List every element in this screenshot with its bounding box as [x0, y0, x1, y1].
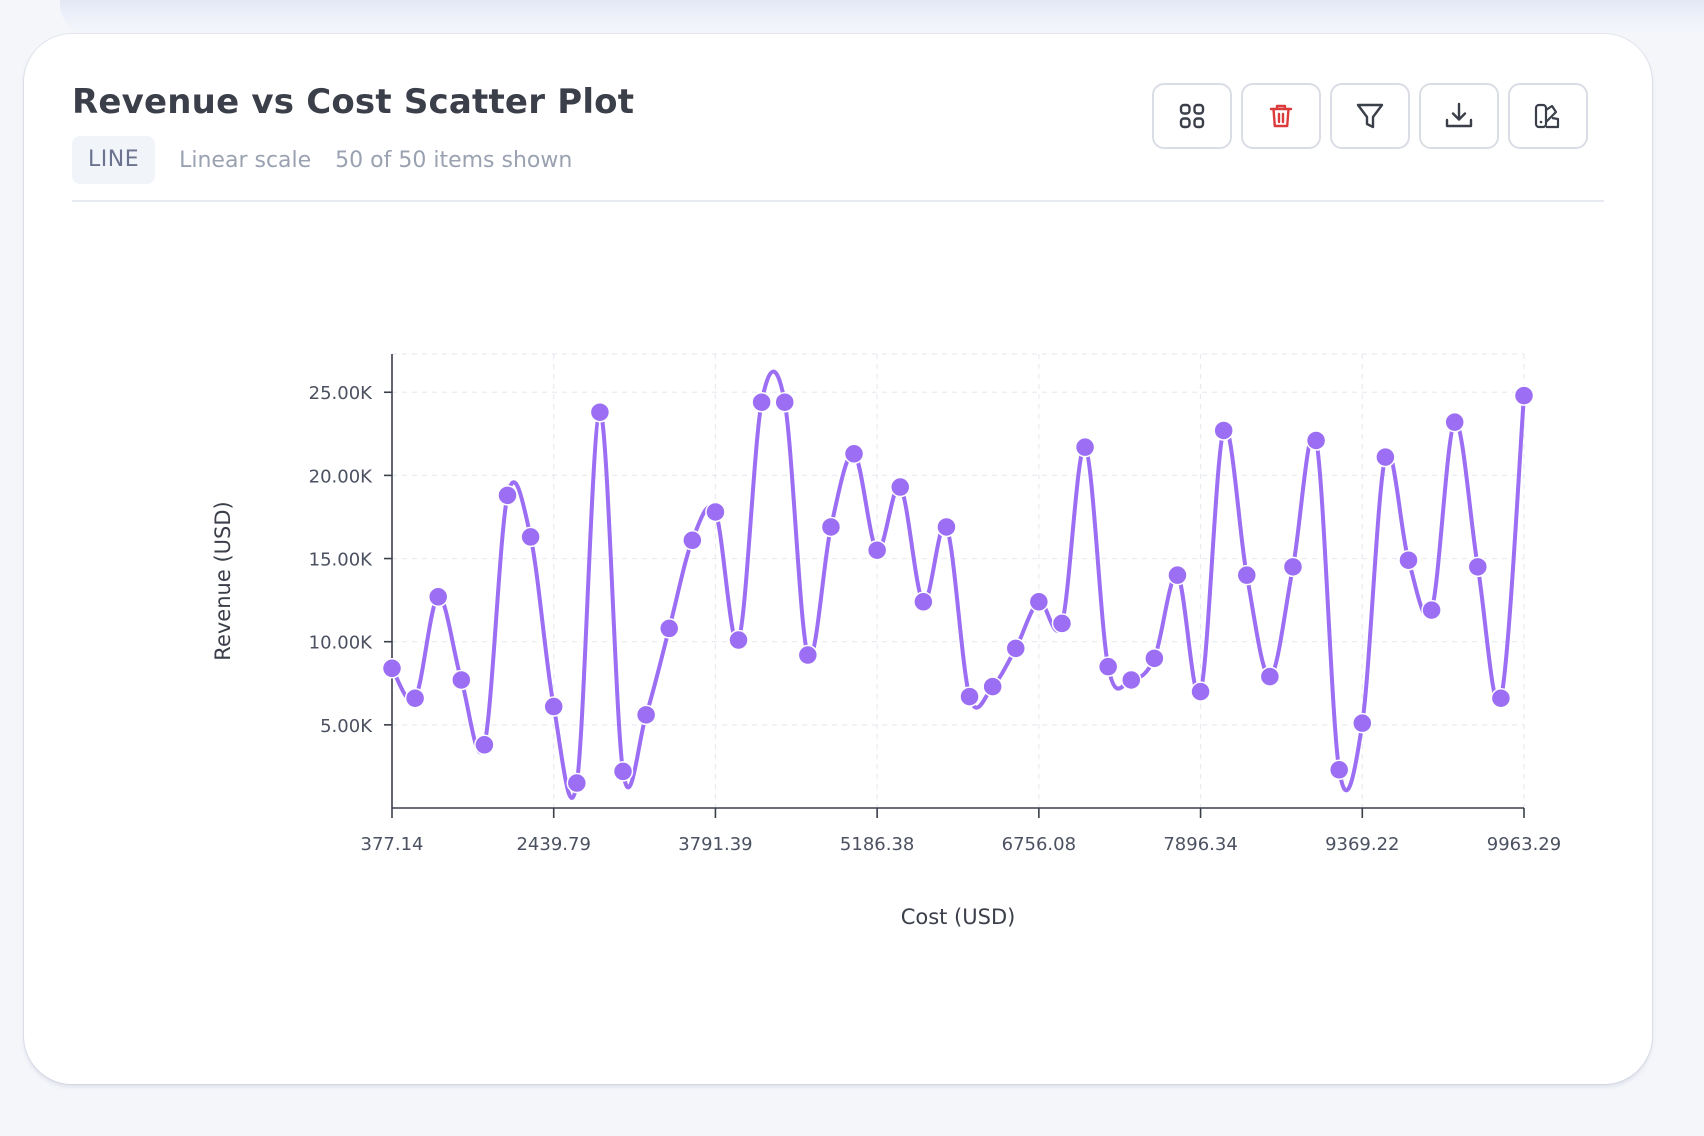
data-point	[705, 501, 726, 523]
data-point	[728, 629, 749, 651]
data-point	[682, 530, 703, 551]
series-line	[390, 369, 1526, 800]
data-point	[1282, 556, 1304, 578]
chart-type-badge: LINE	[72, 136, 156, 184]
filter-icon	[1356, 103, 1384, 129]
chart-axes	[384, 354, 1525, 818]
data-point	[1398, 549, 1419, 571]
data-point	[982, 676, 1003, 697]
data-point	[1513, 385, 1535, 406]
data-point	[1259, 666, 1281, 687]
data-point	[1305, 430, 1327, 451]
scale-label: Linear scale	[179, 147, 312, 173]
data-point	[474, 734, 495, 756]
data-point	[913, 591, 934, 613]
palette-icon	[1534, 103, 1560, 129]
data-point	[1121, 669, 1142, 691]
x-axis-title: Cost (USD)	[901, 905, 1016, 929]
data-point	[520, 526, 541, 548]
series-line-group	[390, 369, 1526, 800]
data-point	[612, 761, 634, 782]
data-point	[497, 485, 518, 506]
chart-labels: 5.00K 10.00K 15.00K 20.00K 25.00K 377.14 2439.…	[211, 383, 1561, 929]
data-point	[1328, 759, 1350, 781]
data-point	[959, 686, 980, 707]
trash-icon	[1269, 104, 1293, 128]
x-tick-label: 377.14	[361, 834, 424, 855]
data-point	[1097, 656, 1119, 677]
data-point	[566, 772, 588, 794]
data-point	[820, 516, 842, 538]
chart-meta: LINE Linear scale 50 of 50 items shown	[72, 136, 572, 184]
delete-button[interactable]	[1241, 83, 1321, 149]
data-point	[589, 401, 611, 423]
x-tick-label: 7896.34	[1163, 834, 1237, 855]
data-point	[1144, 648, 1165, 669]
download-icon	[1445, 102, 1473, 128]
data-point	[751, 391, 772, 413]
chart-grid	[391, 353, 1525, 808]
filter-button[interactable]	[1330, 83, 1410, 149]
y-tick-label: 25.00K	[309, 383, 374, 404]
series-points	[381, 385, 1535, 794]
data-point	[936, 516, 957, 538]
data-point	[889, 476, 911, 498]
data-point	[543, 696, 564, 717]
y-tick-label: 15.00K	[309, 550, 374, 571]
y-tick-label: 10.00K	[309, 633, 374, 654]
data-point	[658, 618, 680, 639]
data-point	[1490, 687, 1512, 709]
data-point	[1375, 446, 1396, 468]
grid-view-button[interactable]	[1152, 83, 1232, 149]
data-point	[1421, 599, 1442, 621]
x-tick-label: 3791.39	[678, 834, 752, 855]
data-point	[1005, 638, 1027, 659]
data-point	[866, 539, 888, 561]
data-point	[797, 644, 819, 666]
x-tick-label: 9963.29	[1487, 834, 1561, 855]
items-count-label: 50 of 50 items shown	[335, 147, 573, 173]
data-point	[1444, 411, 1465, 433]
data-point	[774, 391, 795, 413]
data-point	[1190, 681, 1211, 702]
theme-button[interactable]	[1508, 83, 1588, 149]
top-bar-shadow	[60, 0, 1704, 34]
y-tick-label: 20.00K	[309, 466, 374, 487]
data-point	[843, 443, 865, 465]
y-tick-label: 5.00K	[320, 716, 373, 737]
x-tick-label: 9369.22	[1325, 834, 1399, 855]
data-point	[1467, 556, 1489, 578]
data-point	[1028, 591, 1050, 613]
x-tick-label: 2439.79	[516, 834, 590, 855]
grid-icon	[1179, 103, 1205, 129]
chart-title: Revenue vs Cost Scatter Plot	[72, 82, 635, 122]
data-point	[427, 586, 449, 608]
data-point	[1213, 420, 1234, 441]
data-point	[635, 704, 657, 726]
data-point	[451, 669, 472, 691]
download-button[interactable]	[1419, 83, 1499, 149]
data-point	[1074, 436, 1096, 458]
data-point	[1167, 564, 1188, 586]
x-tick-label: 6756.08	[1002, 834, 1076, 855]
header-divider	[72, 200, 1604, 202]
data-point	[1352, 712, 1373, 734]
data-point	[381, 658, 403, 679]
chart-card	[24, 34, 1652, 1084]
x-tick-label: 5186.38	[840, 834, 914, 855]
y-axis-title: Revenue (USD)	[211, 501, 235, 660]
chart-toolbar	[1152, 83, 1588, 149]
data-point	[404, 687, 426, 709]
data-point	[1051, 613, 1073, 634]
data-point	[1236, 564, 1258, 586]
